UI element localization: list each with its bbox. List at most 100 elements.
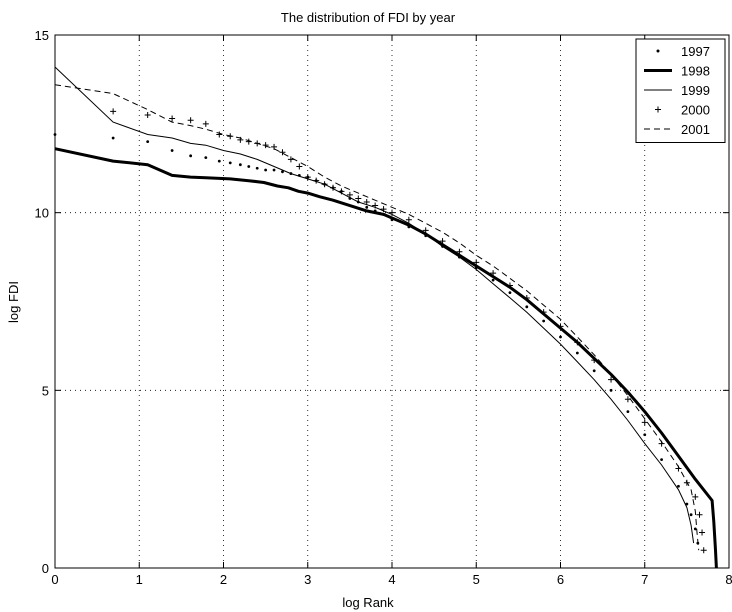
data-point [271,143,278,150]
data-point [262,142,269,149]
data-point [389,209,395,216]
legend-swatch [656,49,660,53]
data-point [372,202,379,209]
legend-item-1999: 1999 [644,83,710,98]
series-layer [53,66,718,569]
series-2001 [54,84,700,551]
data-point [473,259,480,266]
data-point [313,177,320,184]
legend-swatch [655,106,661,113]
data-point [338,188,345,195]
data-point [592,369,596,373]
data-point [216,131,223,138]
legend-label: 2000 [681,103,710,118]
data-point [643,433,647,437]
data-point [146,140,150,144]
data-point [574,339,581,346]
legend-box [635,38,726,143]
plot-frame [54,34,730,569]
grid-lines [55,35,729,568]
data-point [281,170,284,174]
data-point [456,248,463,255]
legend-item-1997: 1997 [656,44,710,59]
data-point [660,458,663,462]
data-point [685,502,689,506]
data-point [321,181,328,188]
data-point [626,410,630,414]
data-point [264,168,268,172]
data-point [228,161,232,165]
y-tick-label: 0 [42,561,49,576]
data-point [693,527,697,531]
data-point [247,165,251,168]
axis-ticks: 0 1 2 3 4 5 6 7 8 0 5 10 15 [35,28,732,587]
data-point [677,484,680,488]
x-tick-label: 3 [304,572,311,587]
data-point [542,319,546,323]
data-point [187,117,194,124]
data-point [689,513,693,517]
data-point [238,163,242,167]
data-point [557,323,564,330]
data-point [296,163,303,170]
series-1997 [53,133,700,545]
data-point [523,294,530,301]
data-point [699,529,706,536]
x-tick-label: 0 [51,572,58,587]
data-point [490,270,497,277]
data-point [422,227,429,234]
data-point [641,419,648,426]
series-line [54,66,695,544]
legend-label: 2001 [681,122,710,137]
data-point [189,154,193,158]
x-tick-label: 5 [473,572,480,587]
data-point [591,357,598,364]
x-tick-label: 4 [388,572,395,587]
data-point [111,136,115,140]
data-point [287,156,294,163]
data-point [700,547,707,554]
data-point [439,238,446,245]
data-point [204,156,208,159]
data-point [169,115,176,122]
data-point [304,174,311,181]
data-point [508,291,512,295]
data-point [355,195,362,202]
data-point [491,278,495,282]
data-point [202,120,209,127]
legend: 1997 1998 1999 2000 2001 [635,38,726,143]
data-point [692,493,699,500]
legend-item-2000: 2000 [655,103,710,118]
x-tick-label: 1 [136,572,143,587]
data-point [405,216,412,223]
data-point [363,199,370,206]
series-line [54,84,700,551]
series-1999 [54,66,695,544]
y-axis-label: log FDI [6,281,21,323]
chart-title: The distribution of FDI by year [281,10,456,25]
data-point [696,511,703,518]
y-tick-label: 15 [35,28,49,43]
data-point [608,376,615,383]
data-point [279,149,286,156]
x-axis-label: log Rank [342,595,394,610]
data-point [217,159,221,163]
data-point [609,388,613,392]
x-tick-label: 2 [220,572,227,587]
x-tick-label: 7 [641,572,648,587]
data-point [346,191,353,198]
data-point [170,149,174,152]
legend-label: 1998 [681,64,710,79]
data-point [330,184,337,191]
data-point [506,282,513,289]
data-point [525,305,529,309]
legend-label: 1997 [681,44,710,59]
data-point [110,108,117,115]
x-tick-label: 8 [725,572,732,587]
data-point [144,111,151,118]
data-point [255,166,259,170]
data-point [380,206,387,213]
legend-label: 1999 [681,83,710,98]
